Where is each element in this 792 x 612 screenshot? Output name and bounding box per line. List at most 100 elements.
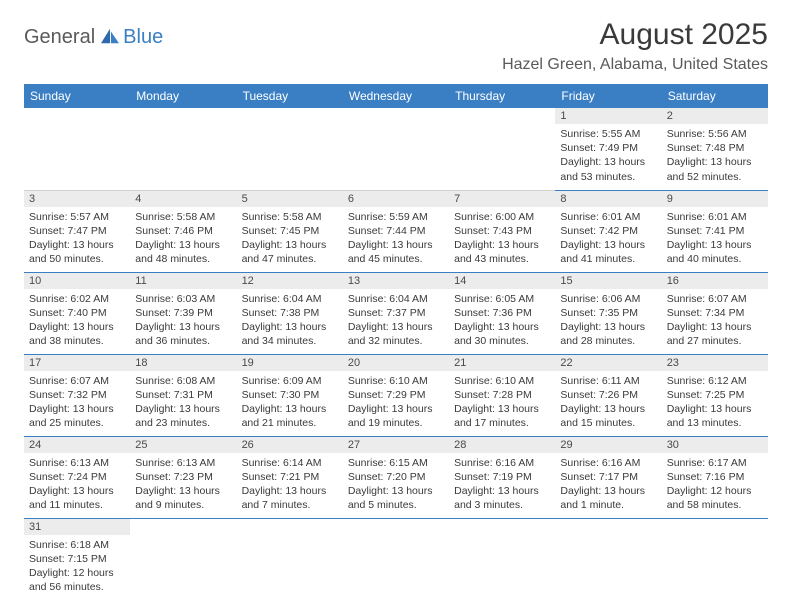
calendar-day: 19Sunrise: 6:09 AMSunset: 7:30 PMDayligh… [237, 354, 343, 436]
calendar-day: 8Sunrise: 6:01 AMSunset: 7:42 PMDaylight… [555, 190, 661, 272]
day-header: Friday [555, 84, 661, 108]
sunrise-line: Sunrise: 5:59 AM [348, 210, 444, 224]
daylight-line: Daylight: 13 hours and 43 minutes. [454, 238, 550, 266]
day-number: 31 [24, 519, 130, 535]
sunset-line: Sunset: 7:19 PM [454, 470, 550, 484]
sunset-line: Sunset: 7:17 PM [560, 470, 656, 484]
day-details: Sunrise: 6:00 AMSunset: 7:43 PMDaylight:… [449, 207, 555, 271]
day-header: Saturday [662, 84, 768, 108]
sunrise-line: Sunrise: 6:17 AM [667, 456, 763, 470]
calendar-day: 13Sunrise: 6:04 AMSunset: 7:37 PMDayligh… [343, 272, 449, 354]
calendar-day-empty [343, 518, 449, 600]
day-number: 11 [130, 273, 236, 289]
calendar-day-empty [237, 108, 343, 190]
sunrise-line: Sunrise: 6:02 AM [29, 292, 125, 306]
calendar-day-empty [662, 518, 768, 600]
sunset-line: Sunset: 7:47 PM [29, 224, 125, 238]
day-details: Sunrise: 5:58 AMSunset: 7:46 PMDaylight:… [130, 207, 236, 271]
day-header: Monday [130, 84, 236, 108]
sunrise-line: Sunrise: 6:08 AM [135, 374, 231, 388]
calendar-day: 7Sunrise: 6:00 AMSunset: 7:43 PMDaylight… [449, 190, 555, 272]
calendar-day: 4Sunrise: 5:58 AMSunset: 7:46 PMDaylight… [130, 190, 236, 272]
sunset-line: Sunset: 7:35 PM [560, 306, 656, 320]
daylight-line: Daylight: 13 hours and 1 minute. [560, 484, 656, 512]
day-number: 7 [449, 191, 555, 207]
sunset-line: Sunset: 7:43 PM [454, 224, 550, 238]
logo-text-blue: Blue [123, 26, 163, 49]
sunrise-line: Sunrise: 6:06 AM [560, 292, 656, 306]
calendar-week: 24Sunrise: 6:13 AMSunset: 7:24 PMDayligh… [24, 436, 768, 518]
sunset-line: Sunset: 7:25 PM [667, 388, 763, 402]
sunset-line: Sunset: 7:20 PM [348, 470, 444, 484]
daylight-line: Daylight: 13 hours and 23 minutes. [135, 402, 231, 430]
day-details: Sunrise: 5:58 AMSunset: 7:45 PMDaylight:… [237, 207, 343, 271]
calendar-day: 23Sunrise: 6:12 AMSunset: 7:25 PMDayligh… [662, 354, 768, 436]
day-details: Sunrise: 6:13 AMSunset: 7:23 PMDaylight:… [130, 453, 236, 517]
sunrise-line: Sunrise: 6:05 AM [454, 292, 550, 306]
sunset-line: Sunset: 7:23 PM [135, 470, 231, 484]
sunset-line: Sunset: 7:41 PM [667, 224, 763, 238]
day-details: Sunrise: 6:04 AMSunset: 7:38 PMDaylight:… [237, 289, 343, 353]
day-details: Sunrise: 5:56 AMSunset: 7:48 PMDaylight:… [662, 124, 768, 188]
sunrise-line: Sunrise: 6:03 AM [135, 292, 231, 306]
sunrise-line: Sunrise: 6:14 AM [242, 456, 338, 470]
day-number: 16 [662, 273, 768, 289]
sunrise-line: Sunrise: 6:16 AM [454, 456, 550, 470]
calendar-day: 16Sunrise: 6:07 AMSunset: 7:34 PMDayligh… [662, 272, 768, 354]
day-number: 30 [662, 437, 768, 453]
day-header: Sunday [24, 84, 130, 108]
day-details: Sunrise: 6:12 AMSunset: 7:25 PMDaylight:… [662, 371, 768, 435]
daylight-line: Daylight: 13 hours and 9 minutes. [135, 484, 231, 512]
sunrise-line: Sunrise: 6:13 AM [135, 456, 231, 470]
daylight-line: Daylight: 13 hours and 53 minutes. [560, 155, 656, 183]
daylight-line: Daylight: 13 hours and 3 minutes. [454, 484, 550, 512]
day-number: 23 [662, 355, 768, 371]
sunrise-line: Sunrise: 5:56 AM [667, 127, 763, 141]
sunset-line: Sunset: 7:34 PM [667, 306, 763, 320]
calendar-day-empty [449, 518, 555, 600]
calendar-day: 14Sunrise: 6:05 AMSunset: 7:36 PMDayligh… [449, 272, 555, 354]
sunrise-line: Sunrise: 6:11 AM [560, 374, 656, 388]
day-details: Sunrise: 5:59 AMSunset: 7:44 PMDaylight:… [343, 207, 449, 271]
sunset-line: Sunset: 7:44 PM [348, 224, 444, 238]
day-number: 26 [237, 437, 343, 453]
day-details: Sunrise: 5:55 AMSunset: 7:49 PMDaylight:… [555, 124, 661, 188]
daylight-line: Daylight: 13 hours and 25 minutes. [29, 402, 125, 430]
sunset-line: Sunset: 7:24 PM [29, 470, 125, 484]
calendar-day-empty [449, 108, 555, 190]
calendar-table: SundayMondayTuesdayWednesdayThursdayFrid… [24, 84, 768, 600]
sunset-line: Sunset: 7:48 PM [667, 141, 763, 155]
day-number: 14 [449, 273, 555, 289]
sunrise-line: Sunrise: 6:12 AM [667, 374, 763, 388]
daylight-line: Daylight: 13 hours and 41 minutes. [560, 238, 656, 266]
calendar-day-empty [130, 518, 236, 600]
daylight-line: Daylight: 12 hours and 58 minutes. [667, 484, 763, 512]
sunrise-line: Sunrise: 6:13 AM [29, 456, 125, 470]
calendar-day: 26Sunrise: 6:14 AMSunset: 7:21 PMDayligh… [237, 436, 343, 518]
daylight-line: Daylight: 12 hours and 56 minutes. [29, 566, 125, 594]
sail-icon [99, 27, 121, 45]
day-details: Sunrise: 6:01 AMSunset: 7:42 PMDaylight:… [555, 207, 661, 271]
day-details: Sunrise: 6:07 AMSunset: 7:34 PMDaylight:… [662, 289, 768, 353]
day-number: 12 [237, 273, 343, 289]
sunset-line: Sunset: 7:45 PM [242, 224, 338, 238]
day-number: 22 [555, 355, 661, 371]
logo: General Blue [24, 26, 163, 49]
day-details: Sunrise: 6:09 AMSunset: 7:30 PMDaylight:… [237, 371, 343, 435]
calendar-day-empty [343, 108, 449, 190]
daylight-line: Daylight: 13 hours and 28 minutes. [560, 320, 656, 348]
calendar-day: 12Sunrise: 6:04 AMSunset: 7:38 PMDayligh… [237, 272, 343, 354]
day-details: Sunrise: 6:04 AMSunset: 7:37 PMDaylight:… [343, 289, 449, 353]
calendar-day: 11Sunrise: 6:03 AMSunset: 7:39 PMDayligh… [130, 272, 236, 354]
calendar-day: 6Sunrise: 5:59 AMSunset: 7:44 PMDaylight… [343, 190, 449, 272]
day-details: Sunrise: 6:14 AMSunset: 7:21 PMDaylight:… [237, 453, 343, 517]
sunrise-line: Sunrise: 6:04 AM [348, 292, 444, 306]
calendar-week: 31Sunrise: 6:18 AMSunset: 7:15 PMDayligh… [24, 518, 768, 600]
day-number: 24 [24, 437, 130, 453]
location-text: Hazel Green, Alabama, United States [502, 56, 768, 74]
day-header: Wednesday [343, 84, 449, 108]
daylight-line: Daylight: 13 hours and 34 minutes. [242, 320, 338, 348]
calendar-day-empty [555, 518, 661, 600]
day-number: 5 [237, 191, 343, 207]
day-details: Sunrise: 6:06 AMSunset: 7:35 PMDaylight:… [555, 289, 661, 353]
